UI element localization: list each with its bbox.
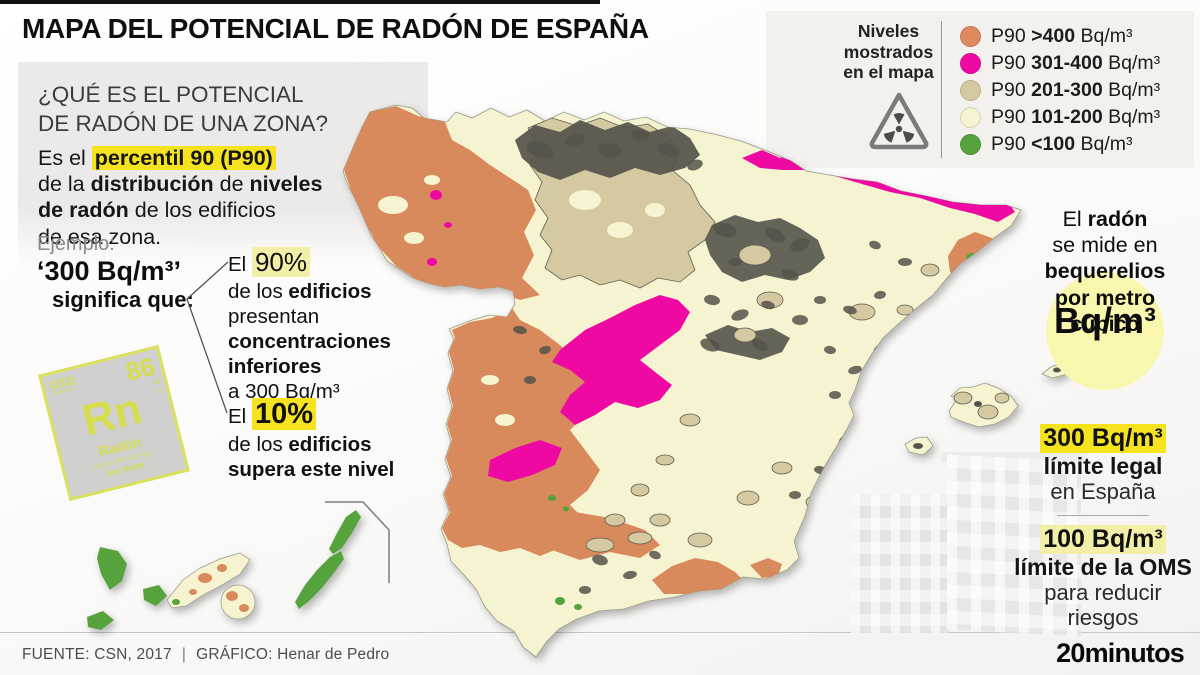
limits-divider [1057,514,1149,516]
who-limit-sub2: riesgos [1067,605,1139,631]
footer-separator: | [181,646,187,663]
legend-swatch-magenta [960,53,981,74]
example-value: ‘300 Bq/m³’ [37,256,182,286]
building-roof [941,452,1087,462]
example-intro: Ejemplo: [37,233,115,255]
legend-item-101-200: P90 101-200 Bq/m³ [960,104,1190,131]
legal-limit-label: límite legal [1043,453,1163,479]
legal-limit-sub: en España [1050,479,1156,505]
legend-heading-line1: Niveles [857,21,920,41]
measurement-note: El radón se mide en bequerelios por metr… [1044,207,1166,336]
inset-bracket [325,501,390,583]
legend-item-over-400: P90 >400 Bq/m³ [960,23,1190,50]
who-limit-sub1: para reducir [1044,580,1162,606]
canary-islands [87,510,361,630]
legend-heading: Niveles mostrados en el mapa [806,21,971,83]
bullet-90-percent: El 90% de los edificios presentan concen… [228,247,391,403]
legend-item-301-400: P90 301-400 Bq/m³ [960,50,1190,77]
bullet-10-percent: El 10% de los edificios supera este nive… [228,398,395,482]
source-text: FUENTE: CSN, 2017 [22,646,172,663]
who-limit-label: límite de la OMS [1014,553,1192,580]
20minutos-logo: 20minutos [1056,638,1185,668]
legend-label: P90 101-200 Bq/m³ [991,106,1161,128]
highlight-90-percent: 90% [251,247,310,277]
question-heading: ¿QUÉ ES EL POTENCIAL DE RADÓN DE UNA ZON… [38,80,328,139]
credit-text: GRÁFICO: Henar de Pedro [196,646,390,663]
legend-label: P90 201-300 Bq/m³ [991,79,1161,101]
limits-block: 300 Bq/m³ límite legal en España 100 Bq/… [1008,424,1198,631]
legend-swatch-pale-yellow [960,107,981,128]
legend-heading-line3: en el mapa [843,62,934,83]
bq-unit-label: Bq/m³ [1054,300,1156,341]
radiation-icon [869,92,929,150]
legend-label: P90 301-400 Bq/m³ [991,52,1161,74]
legend-swatch-tan [960,80,981,101]
footer-divider [0,632,1200,633]
apartment-building-photo [845,452,1087,637]
legend-swatch-orange [960,26,981,47]
map-legend-panel: Niveles mostrados en el mapa P90 >400 Bq… [766,11,1194,168]
example-means: significa que: [52,287,194,312]
bq-unit-circle [1046,272,1164,390]
legend-divider [941,21,942,158]
legend-label: P90 <100 Bq/m³ [991,133,1133,155]
top-accent-bar [0,0,600,4]
legend-item-under-100: P90 <100 Bq/m³ [960,131,1190,158]
who-limit-value: 100 Bq/m³ [1040,524,1166,554]
footer-credits: FUENTE: CSN, 2017 | GRÁFICO: Henar de Pedr… [22,646,389,664]
bullets-callout-line [186,261,229,414]
question-heading-line1: ¿QUÉ ES EL POTENCIAL [38,82,304,107]
page-title: MAPA DEL POTENCIAL DE RADÓN DE ESPAÑA [22,13,649,44]
legend-item-201-300: P90 201-300 Bq/m³ [960,77,1190,104]
definition-text: Es el percentil 90 (P90) de la distribuc… [38,146,323,249]
legend-label: P90 >400 Bq/m³ [991,25,1133,47]
legal-limit-value: 300 Bq/m³ [1040,424,1166,453]
legend-heading-line2: mostrados [843,41,934,62]
building-tower-left [851,494,949,633]
highlight-10-percent: 10% [251,398,316,430]
legend-swatch-green [960,134,981,155]
highlight-percentil-90: percentil 90 (P90) [91,146,276,170]
question-heading-line2: DE RADÓN DE UNA ZONA? [38,111,329,137]
